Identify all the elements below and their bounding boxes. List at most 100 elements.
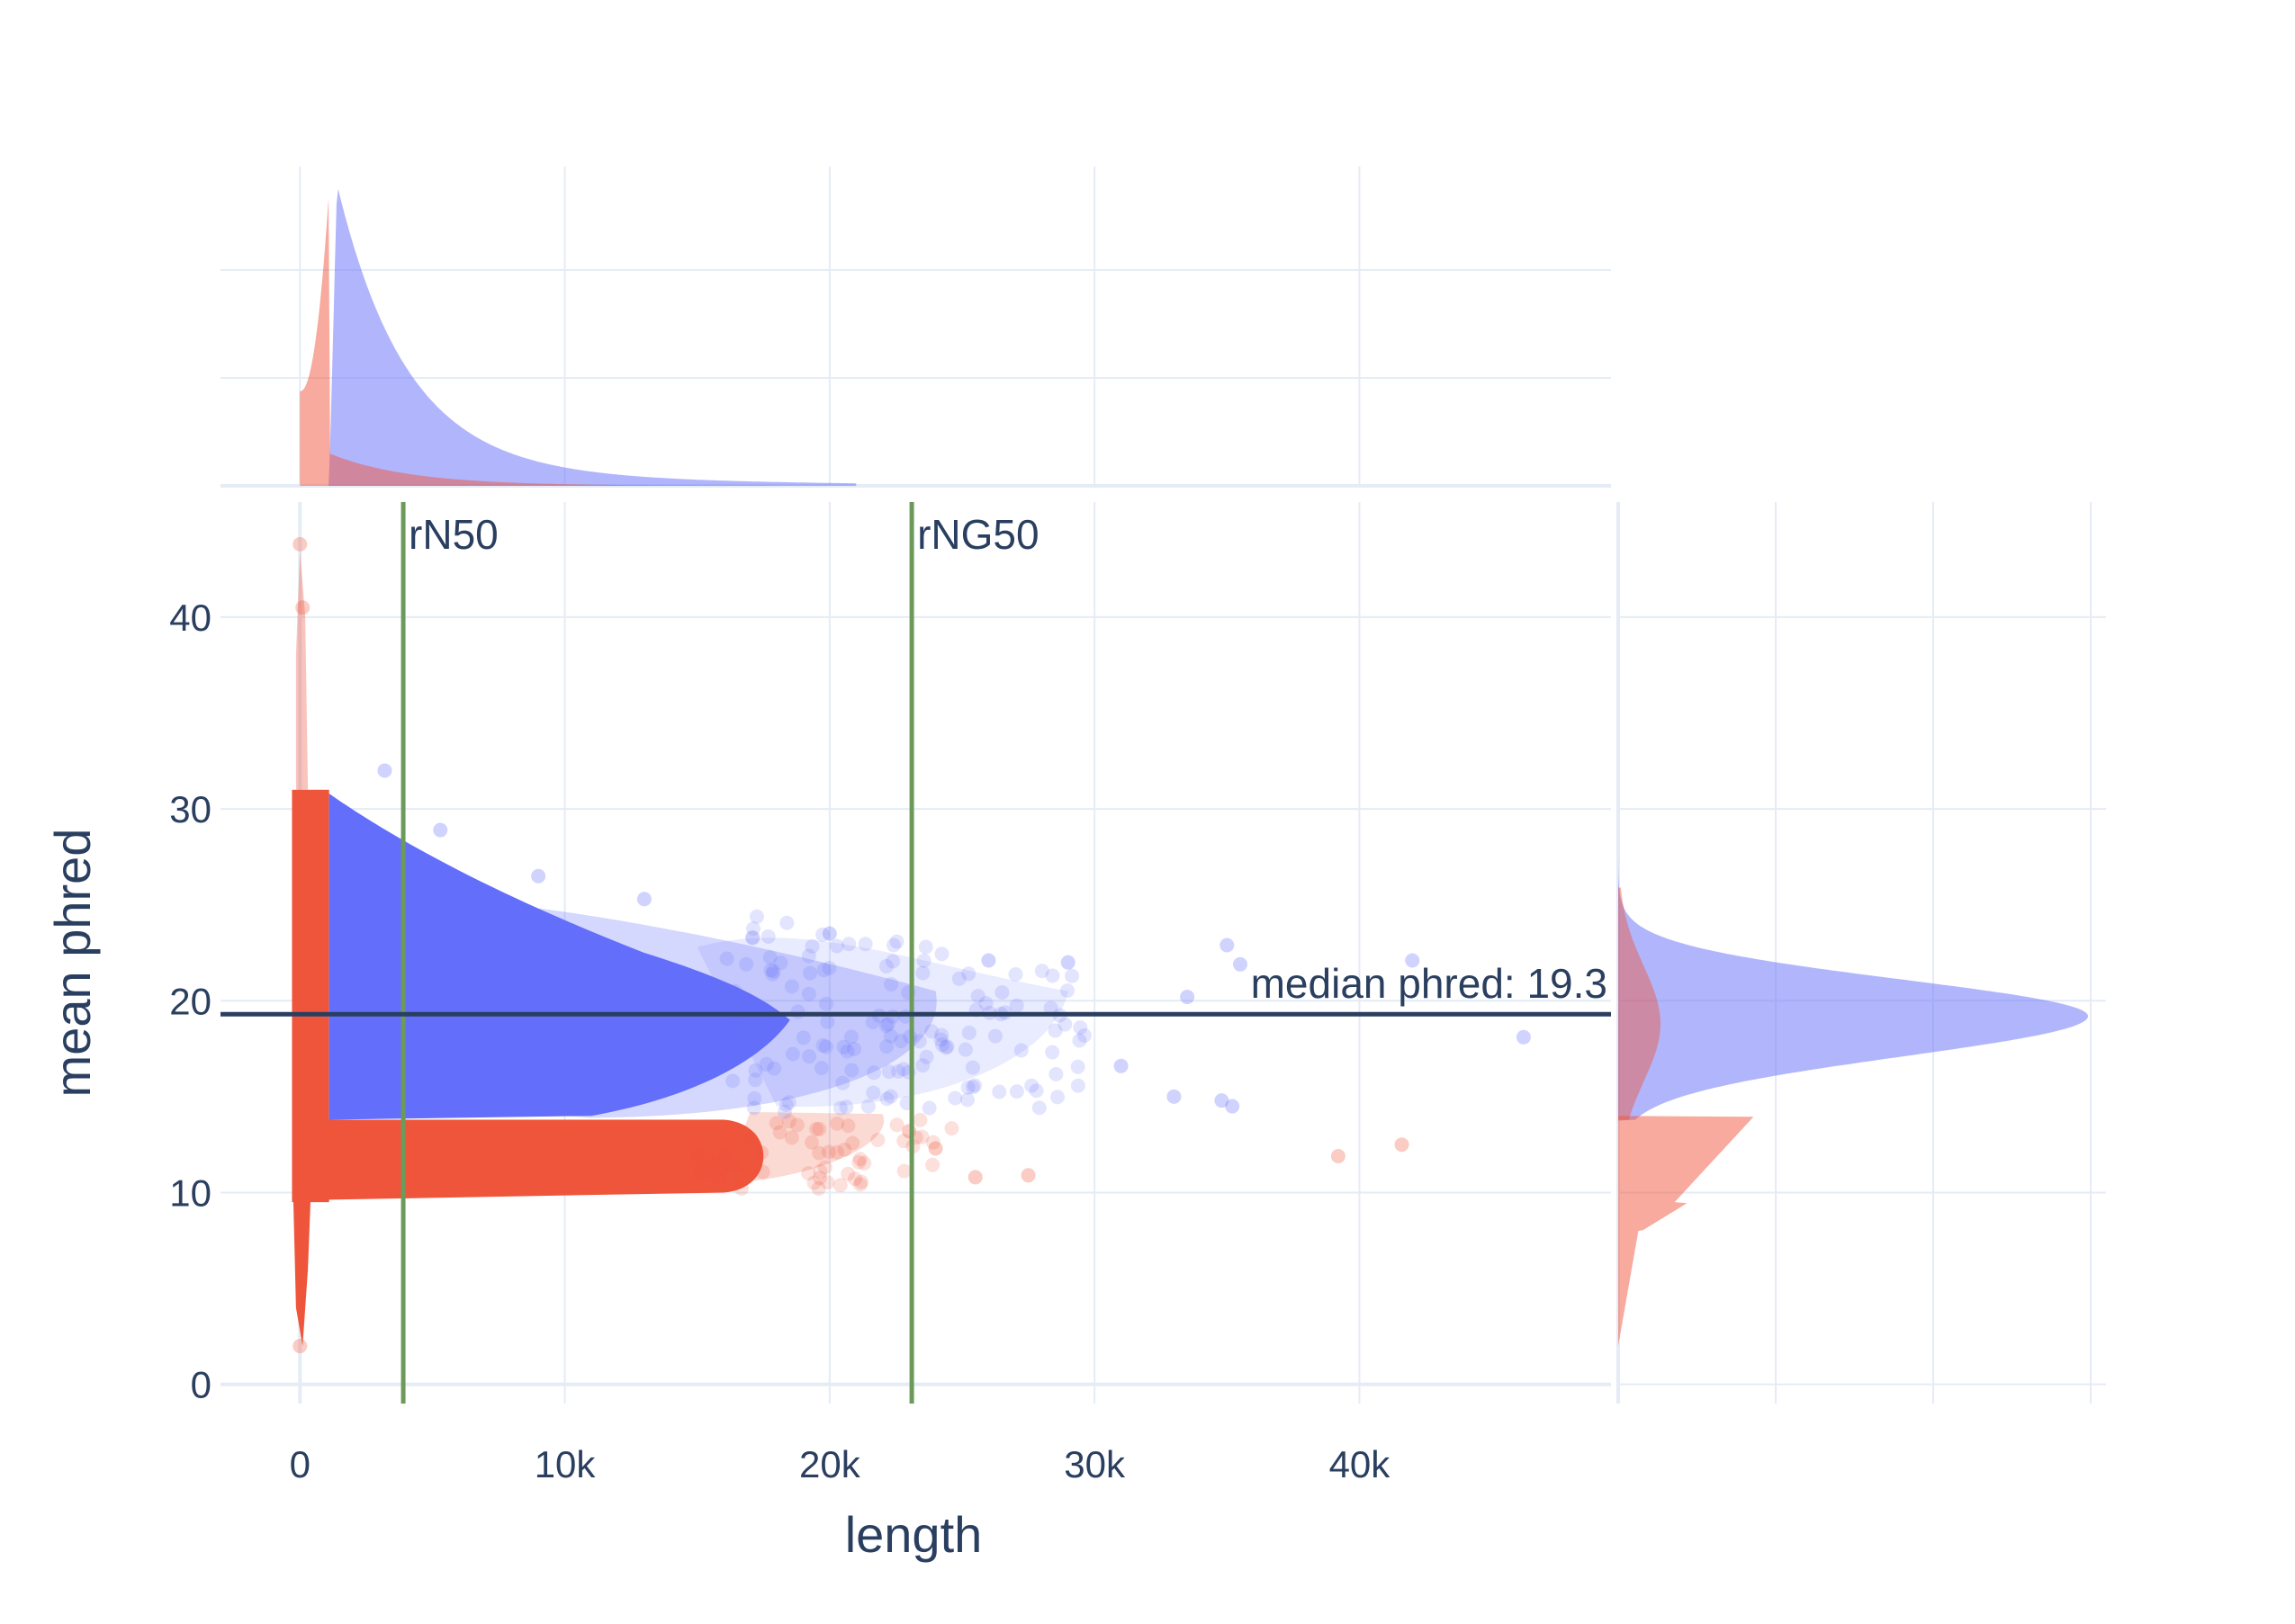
scatter-point xyxy=(1008,966,1023,982)
fail-cloud-low-quality-band xyxy=(300,1119,764,1201)
scatter-point xyxy=(832,1178,848,1193)
scatter-point xyxy=(844,1063,860,1078)
scatter-point xyxy=(829,938,844,954)
scatter-point xyxy=(759,1056,774,1072)
scatter-point xyxy=(896,1062,911,1077)
scatter-point xyxy=(1060,983,1076,999)
scatter-point xyxy=(934,1037,950,1053)
scatter-point xyxy=(734,1180,749,1196)
x-tick-label: 20k xyxy=(799,1443,861,1485)
scatter-point xyxy=(729,1027,744,1042)
length-histogram xyxy=(300,188,857,486)
scatter-point xyxy=(851,1154,867,1170)
scatter-point xyxy=(922,1100,937,1116)
scatter-point xyxy=(784,1130,799,1145)
scatter-point xyxy=(822,926,837,941)
scatter-point xyxy=(377,763,392,778)
scatter-point xyxy=(689,1147,705,1162)
scatter-point xyxy=(1043,1000,1058,1016)
scatter-point xyxy=(773,956,788,971)
scatter-point xyxy=(880,1017,896,1032)
scatter-point xyxy=(933,1032,949,1047)
pass-cloud-dense xyxy=(328,794,790,1120)
scatter-point xyxy=(719,1159,734,1174)
x-tick-label: 40k xyxy=(1329,1443,1391,1485)
y-tick-label: 0 xyxy=(191,1364,212,1406)
scatter-point xyxy=(693,1164,708,1180)
scatter-point xyxy=(740,1034,755,1049)
scatter-point xyxy=(1180,990,1195,1005)
y-tick-label: 20 xyxy=(169,980,212,1022)
scatter-point xyxy=(1009,1084,1024,1099)
scatter-point xyxy=(725,1073,741,1089)
scatter-point xyxy=(742,1131,758,1146)
scatter-point xyxy=(870,1132,886,1147)
scatter-point xyxy=(1031,1100,1047,1116)
scatter-point xyxy=(816,963,832,978)
scatter-point xyxy=(944,1121,959,1136)
scatter-point xyxy=(916,953,932,968)
scatter-point xyxy=(713,1160,728,1175)
y-tick-label: 10 xyxy=(169,1171,212,1214)
scatter-point xyxy=(965,1080,980,1095)
scatter-point xyxy=(531,868,546,884)
y-tick-labels: 0 10 20 30 40 xyxy=(169,597,212,1406)
x-tick-label: 0 xyxy=(290,1443,310,1485)
fail-cloud-tail xyxy=(292,1200,311,1347)
scatter-point xyxy=(809,1121,824,1136)
scatter-point xyxy=(1166,1089,1182,1104)
scatter-point xyxy=(940,1039,955,1054)
scatter-point xyxy=(1034,964,1049,979)
phred-histogram-pass xyxy=(1618,752,2088,1385)
scatter-point xyxy=(934,1027,950,1043)
scatter-point xyxy=(852,1152,868,1167)
scatter-point xyxy=(847,1042,862,1057)
scatter-point xyxy=(790,1004,806,1019)
scatter-point xyxy=(784,979,799,994)
scatter-point xyxy=(1072,1033,1087,1048)
fail-cloud-fringe xyxy=(724,1111,885,1183)
scatter-point xyxy=(292,1339,308,1354)
scatter-point xyxy=(636,892,652,907)
scatter-point xyxy=(765,966,780,982)
scatter-point xyxy=(1045,1045,1060,1060)
scatter-point xyxy=(1060,955,1076,970)
scatter-point xyxy=(803,965,818,981)
scatter-point xyxy=(748,1072,763,1088)
scatter-point xyxy=(978,996,994,1011)
scatter-point xyxy=(727,983,742,999)
y-tick-label: 30 xyxy=(169,788,212,830)
scatter-point xyxy=(879,1091,895,1107)
scatter-point xyxy=(934,947,950,962)
scatter-point xyxy=(858,937,873,952)
scatter-point xyxy=(705,1163,720,1179)
scatter-point xyxy=(843,1029,859,1045)
scatter-point xyxy=(805,938,820,954)
scatter-point xyxy=(766,964,781,979)
scatter-point xyxy=(845,1135,860,1151)
scatter-point xyxy=(835,1075,850,1090)
scatter-point xyxy=(968,1170,983,1185)
scatter-point xyxy=(711,1171,726,1187)
scatter-point xyxy=(813,1163,828,1179)
scatter-point xyxy=(1013,1043,1029,1058)
scatter-point xyxy=(958,1042,973,1057)
reference-label-rng50: rNG50 xyxy=(917,511,1039,558)
scatter-point xyxy=(719,951,734,966)
scatter-point xyxy=(883,1028,898,1044)
phred-histogram-fail-overlap xyxy=(1618,887,1660,1120)
scatter-point xyxy=(830,1116,845,1131)
scatter-point xyxy=(763,963,778,978)
scatter-point xyxy=(865,1015,880,1030)
scatter-point xyxy=(994,984,1010,1000)
scatter-point xyxy=(854,1174,869,1189)
scatter-point xyxy=(778,1097,794,1112)
scatter-point xyxy=(822,960,837,975)
scatter-point xyxy=(1394,1137,1409,1153)
scatter-point xyxy=(852,1177,868,1192)
scatter-point xyxy=(1113,1058,1129,1073)
scatter-point xyxy=(889,1117,904,1133)
scatter-point xyxy=(734,1022,749,1037)
pass-cloud-fringe xyxy=(697,938,1068,1108)
reference-lines: rN50 rNG50 median phred: 19.3 xyxy=(220,502,1611,1404)
